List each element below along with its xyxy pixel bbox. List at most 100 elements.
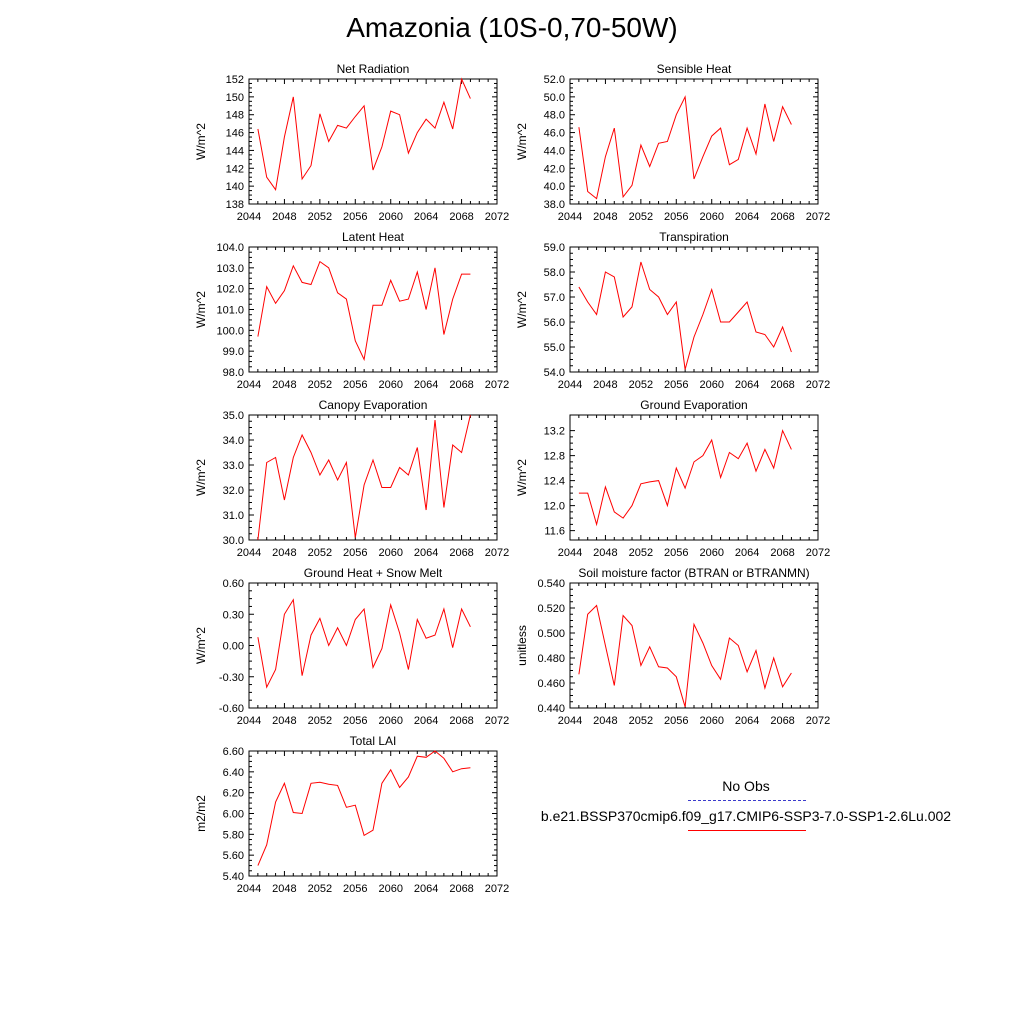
x-tick-label: 2068 [770,715,794,727]
y-tick-label: 50.0 [544,92,565,104]
x-tick-label: 2056 [343,547,367,559]
chart-panel: Ground Heat + Snow Melt W/m^2 2044 2048 2052… [194,566,509,727]
y-tick-label: 0.30 [223,609,244,621]
y-tick-label: 31.0 [223,510,244,522]
y-tick-label: 55.0 [544,342,565,354]
x-tick-label: 2052 [629,211,653,223]
y-axis-label: unitless [515,625,529,666]
y-axis-label: m2/m2 [194,795,208,832]
legend-obs-label: No Obs [722,778,770,794]
y-axis-label: W/m^2 [194,291,208,328]
x-tick-label: 2064 [735,547,759,559]
y-tick-label: 98.0 [223,367,244,379]
y-tick-label: 150 [226,92,244,104]
legend-case-line [688,830,806,831]
x-tick-label: 2068 [449,883,473,895]
y-tick-label: 140 [226,181,244,193]
y-tick-label: 52.0 [544,74,565,86]
y-tick-label: 11.6 [544,526,565,538]
x-tick-label: 2044 [237,211,261,223]
x-tick-label: 2056 [343,379,367,391]
series-line [257,260,471,362]
y-tick-label: 48.0 [544,110,565,122]
y-tick-label: 46.0 [544,128,565,140]
y-tick-label: 12.8 [544,451,565,463]
y-tick-label: 5.40 [223,871,244,883]
chart-title: Total LAI [350,734,397,748]
series-line [257,598,471,689]
y-tick-label: 34.0 [223,435,244,447]
y-tick-label: 6.20 [223,788,244,800]
y-tick-label: 32.0 [223,485,244,497]
y-tick-label: 42.0 [544,163,565,175]
x-tick-label: 2048 [272,883,296,895]
x-tick-label: 2048 [593,715,617,727]
x-tick-label: 2044 [558,547,582,559]
legend-case-label: b.e21.BSSP370cmip6.f09_g17.CMIP6-SSP3-7.… [540,808,952,824]
y-tick-label: 0.460 [537,678,565,690]
y-tick-label: 30.0 [223,535,244,547]
chart-panel: Transpiration W/m^2 2044 2048 2052 2056 2060 20… [515,230,830,391]
y-tick-label: 152 [226,74,244,86]
y-tick-label: 44.0 [544,145,565,157]
x-tick-label: 2052 [308,547,332,559]
y-tick-label: 40.0 [544,181,565,193]
x-tick-label: 2060 [699,715,723,727]
y-axis-label: W/m^2 [194,627,208,664]
x-tick-label: 2064 [414,715,438,727]
chart-panel: Sensible Heat W/m^2 2044 2048 2052 2056 2060 20… [515,62,830,223]
chart-title: Ground Evaporation [640,398,747,412]
y-tick-label: 0.60 [223,578,244,590]
x-tick-label: 2068 [770,547,794,559]
x-tick-label: 2044 [237,379,261,391]
chart-title: Transpiration [659,230,729,244]
plot-frame [569,582,819,709]
x-tick-label: 2060 [378,883,402,895]
legend-obs-line [688,800,806,801]
x-tick-label: 2052 [308,883,332,895]
y-tick-label: 142 [226,163,244,175]
chart-panel: Latent Heat W/m^2 2044 2048 2052 2056 2060 2064… [194,230,509,391]
y-tick-label: 0.440 [537,703,565,715]
y-tick-label: -0.30 [219,672,244,684]
y-tick-label: 6.40 [223,767,244,779]
x-tick-label: 2060 [378,211,402,223]
y-tick-label: -0.60 [219,703,244,715]
x-tick-label: 2068 [449,715,473,727]
x-tick-label: 2068 [770,211,794,223]
x-tick-label: 2056 [664,379,688,391]
x-tick-label: 2056 [664,547,688,559]
series-line [257,414,471,541]
x-tick-label: 2060 [378,379,402,391]
chart-title: Latent Heat [342,230,405,244]
chart-panel: Ground Evaporation W/m^2 2044 2048 2052 2056 2… [515,398,830,559]
series-line [578,261,792,370]
x-tick-label: 2072 [806,547,830,559]
series-line [257,77,471,191]
chart-panel: Soil moisture factor (BTRAN or BTRANMN) u… [515,566,830,727]
x-tick-label: 2060 [699,379,723,391]
x-tick-label: 2072 [806,379,830,391]
x-tick-label: 2064 [735,211,759,223]
x-tick-label: 2072 [806,211,830,223]
x-tick-label: 2072 [806,715,830,727]
x-tick-label: 2064 [735,715,759,727]
x-tick-label: 2064 [414,547,438,559]
x-tick-label: 2048 [272,379,296,391]
x-tick-label: 2056 [343,211,367,223]
x-tick-label: 2056 [343,883,367,895]
chart-title: Canopy Evaporation [319,398,428,412]
chart-title: Soil moisture factor (BTRAN or BTRANMN) [578,566,809,580]
y-tick-label: 0.480 [537,653,565,665]
series-line [257,750,471,866]
x-tick-label: 2068 [449,379,473,391]
y-tick-label: 6.60 [223,746,244,758]
y-tick-label: 13.2 [544,426,565,438]
x-tick-label: 2060 [699,211,723,223]
series-line [578,95,792,200]
y-tick-label: 148 [226,110,244,122]
page-title: Amazonia (10S-0,70-50W) [346,12,678,43]
x-tick-label: 2064 [414,379,438,391]
x-tick-label: 2064 [735,379,759,391]
y-tick-label: 146 [226,128,244,140]
